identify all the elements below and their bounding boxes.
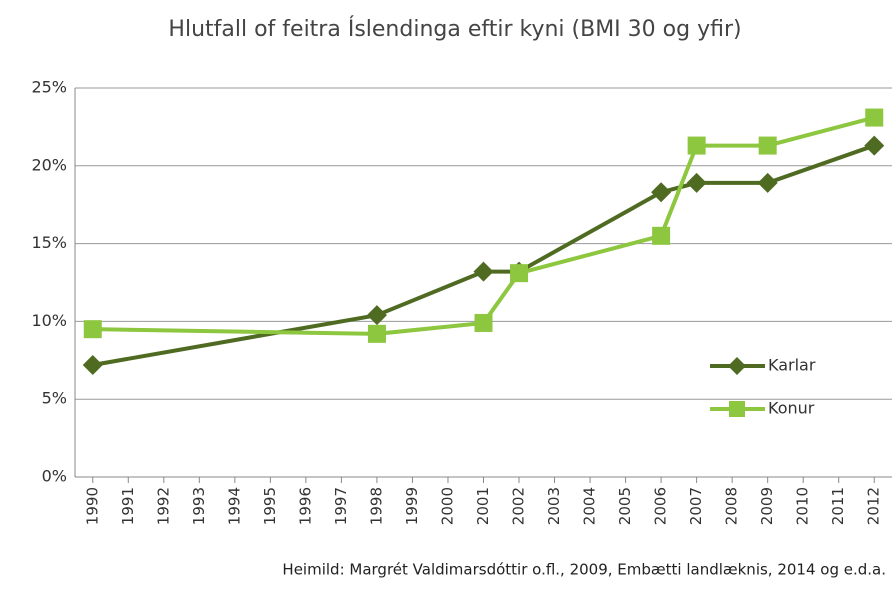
x-tick-label: 2008	[723, 487, 741, 525]
y-tick-label: 15%	[31, 233, 67, 252]
x-tick-label: 2004	[581, 487, 599, 525]
series-line	[92, 143, 875, 367]
data-point	[864, 135, 885, 156]
x-tick-label: 2000	[438, 487, 456, 525]
x-tick-label: 1995	[261, 487, 279, 525]
data-point	[865, 108, 884, 127]
x-tick-label: 2012	[865, 487, 883, 525]
data-point	[757, 172, 778, 193]
data-point	[367, 324, 386, 343]
series-line	[92, 115, 875, 336]
x-tick-label: 2001	[474, 487, 492, 525]
y-tick-label: 5%	[42, 389, 67, 408]
y-tick-label: 20%	[31, 155, 67, 174]
x-tick-label: 1997	[332, 487, 350, 525]
x-tick-label: 2003	[545, 487, 563, 525]
x-tick-label: 2005	[616, 487, 634, 525]
x-tick-label: 2010	[794, 487, 812, 525]
data-point	[83, 320, 102, 339]
x-tick-label: 1999	[403, 487, 421, 525]
data-point	[82, 354, 103, 375]
legend-marker	[729, 401, 745, 417]
x-tick-label: 2011	[829, 487, 847, 525]
x-tick-label: 1996	[296, 487, 314, 525]
x-tick-label: 2007	[687, 487, 705, 525]
data-point	[652, 226, 671, 245]
y-tick-label: 10%	[31, 311, 67, 330]
data-point	[651, 182, 672, 203]
legend-marker	[728, 357, 746, 375]
x-tick-label: 1992	[154, 487, 172, 525]
x-tick-label: 1993	[190, 487, 208, 525]
x-tick-label: 1998	[367, 487, 385, 525]
x-tick-label: 2009	[758, 487, 776, 525]
x-tick-label: 1990	[83, 487, 101, 525]
y-tick-label: 0%	[42, 467, 67, 486]
data-point	[474, 313, 493, 332]
data-point	[366, 305, 387, 326]
x-tick-label: 1991	[119, 487, 137, 525]
legend-label: Karlar	[768, 356, 816, 375]
data-point	[510, 264, 529, 283]
x-tick-label: 1994	[225, 487, 243, 525]
y-tick-label: 25%	[31, 78, 67, 97]
source-note: Heimild: Margrét Valdimarsdóttir o.fl., …	[282, 561, 886, 579]
x-tick-label: 2002	[510, 487, 528, 525]
legend-label: Konur	[768, 399, 815, 418]
data-point	[473, 261, 494, 282]
chart-title: Hlutfall of feitra Íslendinga eftir kyni…	[168, 16, 741, 42]
x-tick-label: 2006	[652, 487, 670, 525]
data-point	[758, 136, 777, 155]
data-point	[687, 136, 706, 155]
data-point	[686, 172, 707, 193]
